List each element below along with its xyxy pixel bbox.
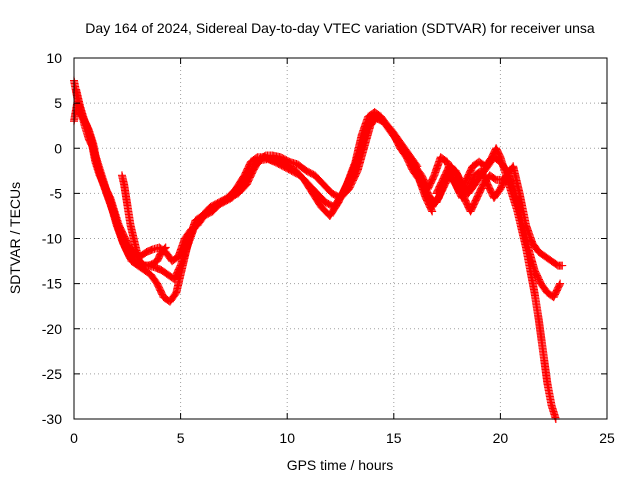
x-tick-label: 5 xyxy=(177,430,185,446)
data-point xyxy=(501,165,510,174)
data-point xyxy=(160,244,169,253)
chart-title: Day 164 of 2024, Sidereal Day-to-day VTE… xyxy=(85,20,595,36)
data-point xyxy=(558,261,567,270)
x-tick-label: 10 xyxy=(279,430,295,446)
y-tick-label: 5 xyxy=(54,95,62,111)
series-satellite-track-5 xyxy=(117,171,144,261)
y-axis-label: SDTVAR / TECUs xyxy=(7,182,23,294)
series-satellite-track-8 xyxy=(419,162,567,270)
data-point xyxy=(134,251,143,260)
data-points xyxy=(70,76,567,423)
x-tick-label: 15 xyxy=(386,430,402,446)
data-point xyxy=(555,280,564,289)
grid-lines xyxy=(74,58,607,419)
data-point xyxy=(502,166,511,175)
y-tick-label: -25 xyxy=(42,366,62,382)
y-tick-label: -30 xyxy=(42,411,62,427)
x-tick-label: 0 xyxy=(70,430,78,446)
data-point xyxy=(161,243,170,252)
y-tick-label: -10 xyxy=(42,231,62,247)
series-satellite-track-4 xyxy=(70,99,170,270)
y-tick-label: -15 xyxy=(42,276,62,292)
y-tick-label: -5 xyxy=(50,185,63,201)
y-tick-label: -20 xyxy=(42,321,62,337)
x-axis-label: GPS time / hours xyxy=(287,457,394,473)
series-satellite-track-9 xyxy=(432,153,511,198)
axis-ticks: 0 5 10 15 20 25 -30 -25 -20 -15 -10 -5 0 5 10 xyxy=(42,50,615,446)
data-point xyxy=(135,252,144,261)
data-point xyxy=(556,279,565,288)
y-tick-label: 10 xyxy=(46,50,62,66)
y-tick-label: 0 xyxy=(54,140,62,156)
x-tick-label: 20 xyxy=(493,430,509,446)
x-tick-label: 25 xyxy=(599,430,615,446)
